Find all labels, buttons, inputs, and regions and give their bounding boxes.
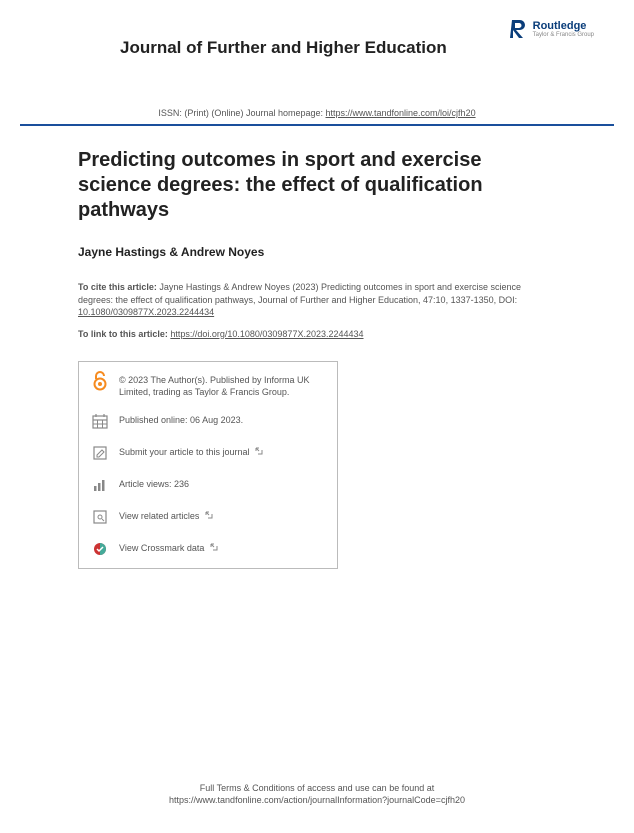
content-area: Predicting outcomes in sport and exercis… — [0, 126, 634, 569]
crossmark-text: View Crossmark data — [119, 543, 204, 553]
article-title: Predicting outcomes in sport and exercis… — [78, 148, 556, 223]
crossmark-item[interactable]: View Crossmark data — [91, 540, 325, 558]
views-item: Article views: 236 — [91, 476, 325, 494]
article-doi-link[interactable]: https://doi.org/10.1080/0309877X.2023.22… — [170, 329, 363, 339]
license-item: © 2023 The Author(s). Published by Infor… — [91, 372, 325, 398]
publisher-sub: Taylor & Francis Group — [533, 32, 594, 38]
calendar-icon — [91, 412, 109, 430]
license-text: © 2023 The Author(s). Published by Infor… — [119, 372, 325, 398]
link-row: To link to this article: https://doi.org… — [78, 329, 556, 339]
views-text: Article views: 236 — [119, 476, 325, 490]
publisher-name: Routledge — [533, 21, 594, 32]
cite-label: To cite this article: — [78, 282, 159, 292]
related-item[interactable]: View related articles — [91, 508, 325, 526]
crossmark-icon — [91, 540, 109, 558]
open-access-icon — [91, 372, 109, 390]
footer-line1: Full Terms & Conditions of access and us… — [0, 782, 634, 795]
submit-icon — [91, 444, 109, 462]
published-item: Published online: 06 Aug 2023. — [91, 412, 325, 430]
footer-line2: https://www.tandfonline.com/action/journ… — [0, 794, 634, 807]
footer: Full Terms & Conditions of access and us… — [0, 782, 634, 807]
submit-item[interactable]: Submit your article to this journal — [91, 444, 325, 462]
related-text: View related articles — [119, 511, 199, 521]
issn-row: ISSN: (Print) (Online) Journal homepage:… — [0, 108, 634, 124]
views-icon — [91, 476, 109, 494]
external-link-icon — [255, 447, 263, 457]
citation-block: To cite this article: Jayne Hastings & A… — [78, 281, 556, 319]
related-icon — [91, 508, 109, 526]
publisher-logo: Routledge Taylor & Francis Group — [509, 18, 594, 40]
header-row: Journal of Further and Higher Education … — [0, 0, 634, 58]
info-box: © 2023 The Author(s). Published by Infor… — [78, 361, 338, 569]
cite-doi-link[interactable]: 10.1080/0309877X.2023.2244434 — [78, 307, 214, 317]
issn-homepage-link[interactable]: https://www.tandfonline.com/loi/cjfh20 — [326, 108, 476, 118]
routledge-icon — [509, 18, 529, 40]
link-label: To link to this article: — [78, 329, 170, 339]
submit-text: Submit your article to this journal — [119, 447, 250, 457]
published-text: Published online: 06 Aug 2023. — [119, 412, 325, 426]
external-link-icon — [205, 511, 213, 521]
issn-prefix: ISSN: (Print) (Online) Journal homepage: — [158, 108, 325, 118]
journal-title: Journal of Further and Higher Education — [120, 38, 447, 58]
article-authors: Jayne Hastings & Andrew Noyes — [78, 245, 556, 259]
external-link-icon — [210, 543, 218, 553]
